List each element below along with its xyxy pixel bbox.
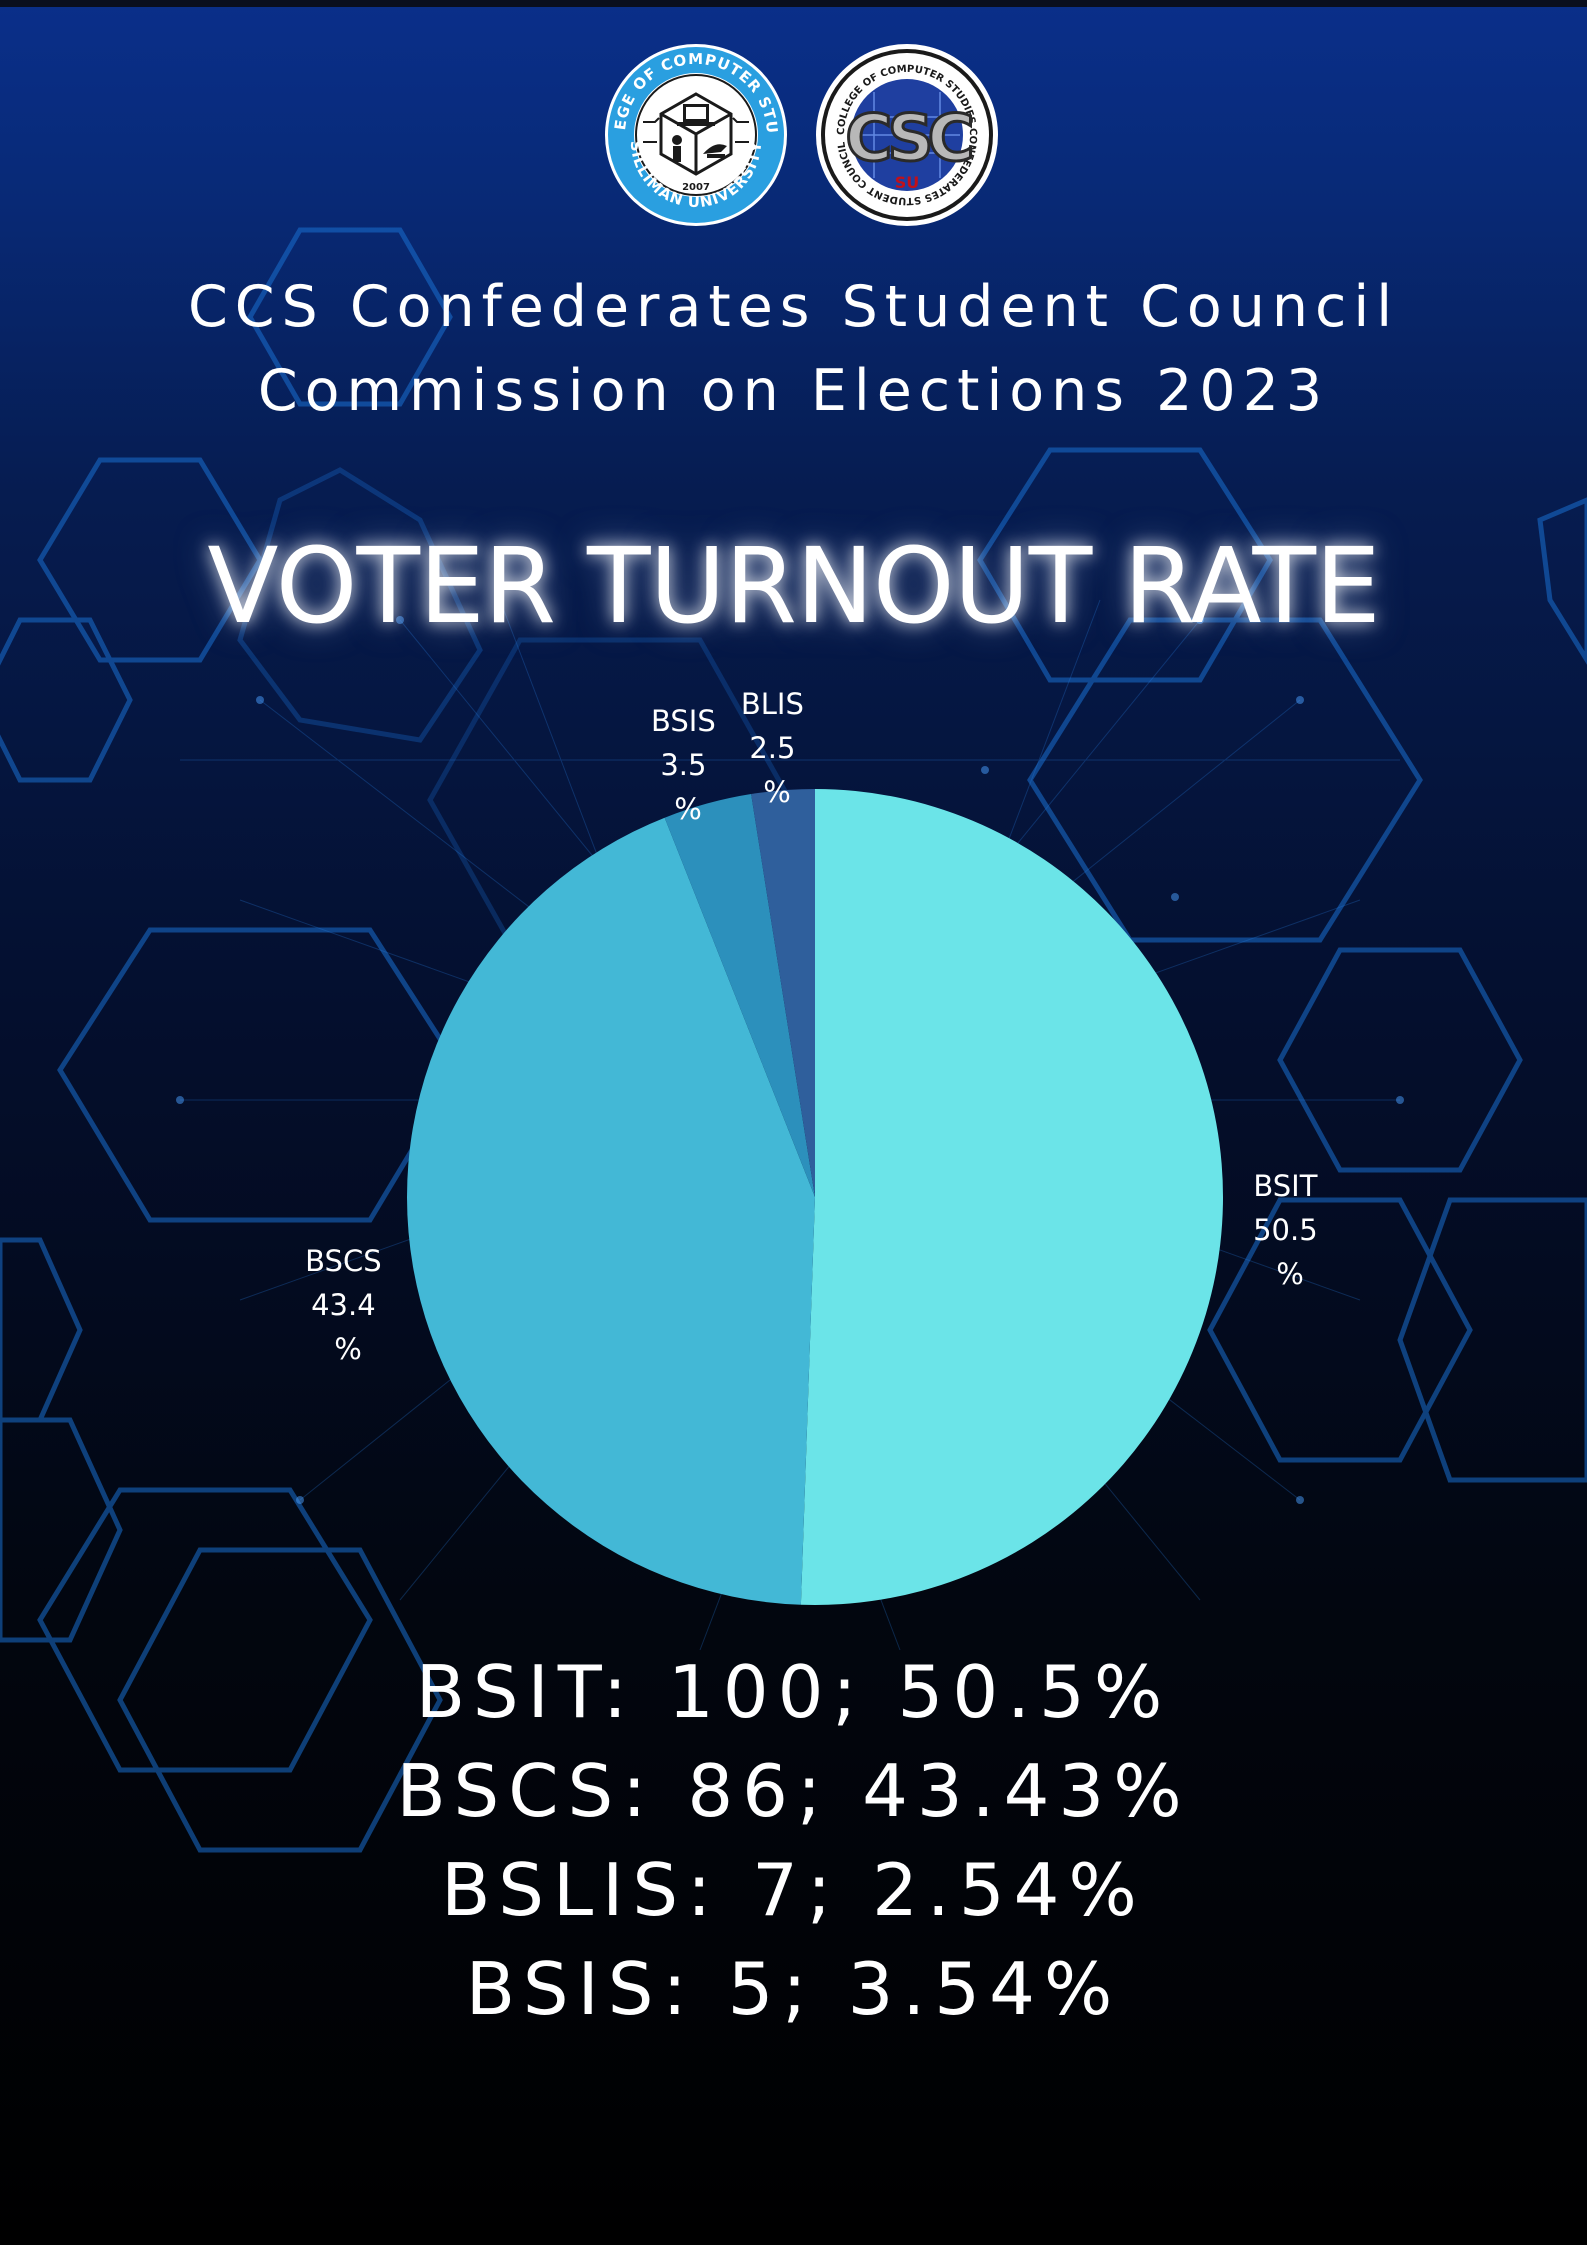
pie-slice-bsis	[664, 794, 815, 1197]
top-border	[0, 0, 1587, 7]
pie-slice-blis	[751, 789, 815, 1197]
stat-bsis: BSIS: 5; 3.54%	[465, 1947, 1122, 2031]
commission-name: Commission on Elections 2023	[257, 358, 1330, 424]
csc-council-logo: COLLEGE OF COMPUTER STUDIES CONFEDERATES…	[816, 44, 998, 226]
chart-title: VOTER TURNOUT RATE	[207, 525, 1380, 647]
svg-text:SU: SU	[895, 173, 920, 192]
ccs-seal-logo: COLLEGE OF COMPUTER STUDIES SILLIMAN UNI…	[603, 42, 787, 226]
slice-label-bscs: BSCS 43.4 %	[305, 1244, 391, 1366]
slice-label-blis: BLIS 2.5 %	[741, 687, 813, 809]
slice-label-bsis: BSIS 3.5 %	[651, 704, 725, 826]
slice-label-bsit: BSIT 50.5 %	[1253, 1169, 1327, 1291]
pie-labels: BSIT 50.5 % BSCS 43.4 % BSIS 3.5 % BLIS …	[305, 687, 1327, 1366]
stat-bsit: BSIT: 100; 50.5%	[415, 1650, 1172, 1734]
svg-text:2007: 2007	[682, 182, 710, 193]
svg-text:CSC: CSC	[845, 102, 970, 176]
pie-slice-bsit	[800, 789, 1223, 1605]
stat-bslis: BSLIS: 7; 2.54%	[441, 1848, 1146, 1932]
council-name: CCS Confederates Student Council	[187, 274, 1400, 340]
pie-slices	[407, 789, 1223, 1605]
pie-slice-bscs	[407, 817, 815, 1605]
stat-bscs: BSCS: 86; 43.43%	[396, 1749, 1191, 1833]
